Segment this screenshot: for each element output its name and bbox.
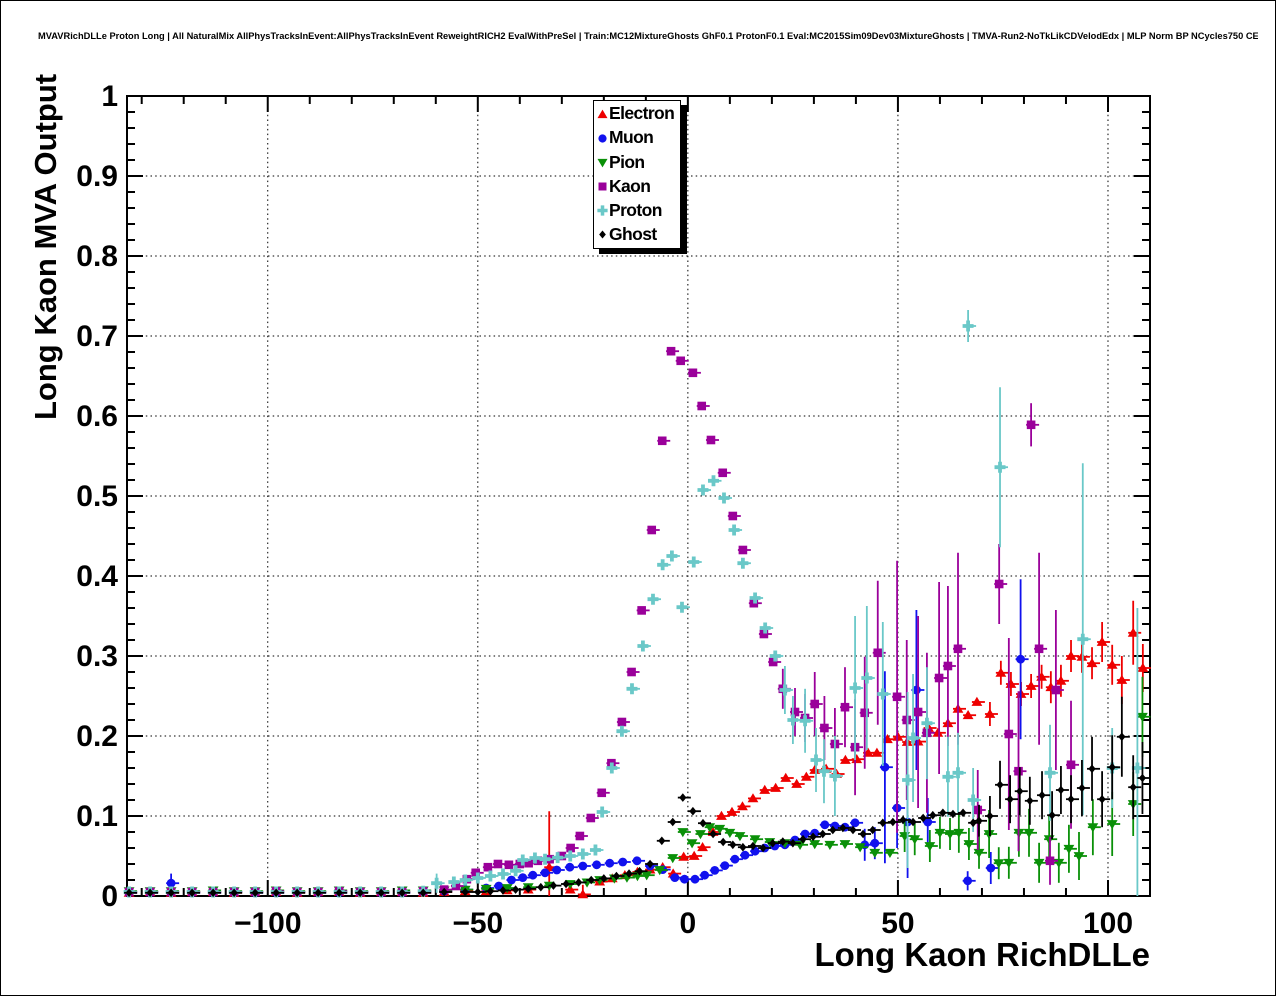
legend-label: Proton xyxy=(609,199,662,220)
proton-marker-icon xyxy=(597,205,608,216)
legend-label: Pion xyxy=(609,151,645,172)
svg-text:0.2: 0.2 xyxy=(76,720,118,753)
legend-entry-electron: Electron xyxy=(596,102,680,126)
canvas-title: MVAVRichDLLe Proton Long | All NaturalMi… xyxy=(38,31,1258,41)
svg-text:−100: −100 xyxy=(234,907,302,940)
legend-entry-kaon: Kaon xyxy=(596,175,680,199)
pion-marker-icon xyxy=(597,158,608,168)
x-axis-title: Long Kaon RichDLLe xyxy=(814,936,1150,973)
series-proton xyxy=(123,310,1146,898)
legend-entry-pion: Pion xyxy=(596,150,680,174)
svg-text:0.9: 0.9 xyxy=(76,160,118,193)
legend-entry-ghost: Ghost xyxy=(596,223,680,247)
legend-label: Kaon xyxy=(609,175,651,196)
svg-text:50: 50 xyxy=(881,907,914,940)
y-tick-labels: 0 0.1 0.2 0.3 0.4 0.5 0.6 0.7 0.8 0.9 1 xyxy=(76,80,118,913)
axis-ticks xyxy=(127,95,1151,897)
electron-marker-icon xyxy=(597,109,608,118)
svg-text:0: 0 xyxy=(680,907,697,940)
kaon-marker-icon xyxy=(598,182,607,191)
svg-text:100: 100 xyxy=(1083,907,1133,940)
svg-text:−50: −50 xyxy=(452,907,503,940)
svg-text:0: 0 xyxy=(101,880,118,913)
y-axis-title: Long Kaon MVA Output xyxy=(28,73,63,420)
svg-text:0.8: 0.8 xyxy=(76,240,118,273)
gridlines xyxy=(127,96,1150,896)
legend-entry-proton: Proton xyxy=(596,199,680,223)
muon-marker-icon xyxy=(598,134,607,143)
svg-text:0.5: 0.5 xyxy=(76,480,118,513)
svg-text:0.6: 0.6 xyxy=(76,400,118,433)
legend-label: Electron xyxy=(609,103,675,124)
legend-label: Muon xyxy=(609,127,654,148)
legend-label: Ghost xyxy=(609,224,657,245)
svg-text:0.3: 0.3 xyxy=(76,640,118,673)
legend: Electron Muon Pion Kaon Proton Ghost xyxy=(593,100,681,249)
legend-entry-muon: Muon xyxy=(596,126,680,150)
svg-text:0.1: 0.1 xyxy=(76,800,118,833)
svg-text:0.7: 0.7 xyxy=(76,320,118,353)
series-ghost xyxy=(124,696,1151,898)
series-electron xyxy=(123,600,1151,899)
x-tick-labels: −100 −50 0 50 100 xyxy=(234,907,1133,940)
svg-text:1: 1 xyxy=(101,80,118,113)
ghost-marker-icon xyxy=(599,230,606,239)
svg-text:0.4: 0.4 xyxy=(76,560,118,593)
